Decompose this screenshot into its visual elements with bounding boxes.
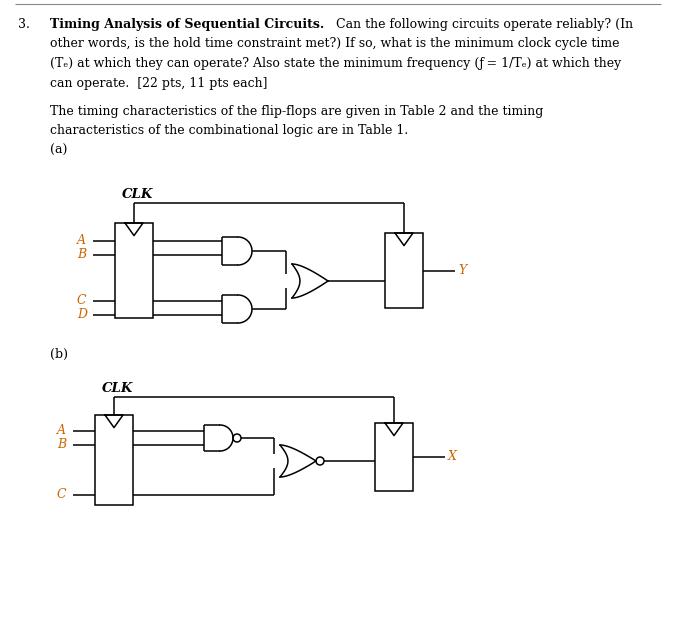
Text: (a): (a) xyxy=(50,144,68,157)
Text: A: A xyxy=(57,424,66,437)
Text: A: A xyxy=(77,234,86,247)
Text: 3.: 3. xyxy=(18,18,30,31)
Text: (Tₑ) at which they can operate? Also state the minimum frequency (ƒ = 1/Tₑ) at w: (Tₑ) at which they can operate? Also sta… xyxy=(50,57,621,70)
Text: Can the following circuits operate reliably? (In: Can the following circuits operate relia… xyxy=(332,18,633,31)
Text: other words, is the hold time constraint met?) If so, what is the minimum clock : other words, is the hold time constraint… xyxy=(50,37,619,50)
Text: B: B xyxy=(77,249,86,262)
Text: The timing characteristics of the flip-flops are given in Table 2 and the timing: The timing characteristics of the flip-f… xyxy=(50,105,544,118)
Text: (b): (b) xyxy=(50,348,68,361)
Text: Y: Y xyxy=(458,264,466,277)
Bar xyxy=(95,415,133,505)
Text: C: C xyxy=(77,295,87,308)
Bar xyxy=(375,423,413,491)
Text: X: X xyxy=(448,450,457,464)
Text: C: C xyxy=(57,488,67,502)
Text: CLK: CLK xyxy=(102,382,133,395)
Bar xyxy=(385,233,423,308)
Text: can operate.  [22 pts, 11 pts each]: can operate. [22 pts, 11 pts each] xyxy=(50,77,268,90)
Text: D: D xyxy=(77,308,87,321)
Text: Timing Analysis of Sequential Circuits.: Timing Analysis of Sequential Circuits. xyxy=(50,18,324,31)
Text: B: B xyxy=(57,439,66,452)
Text: CLK: CLK xyxy=(122,188,153,201)
Bar xyxy=(115,223,153,318)
Text: characteristics of the combinational logic are in Table 1.: characteristics of the combinational log… xyxy=(50,124,408,137)
